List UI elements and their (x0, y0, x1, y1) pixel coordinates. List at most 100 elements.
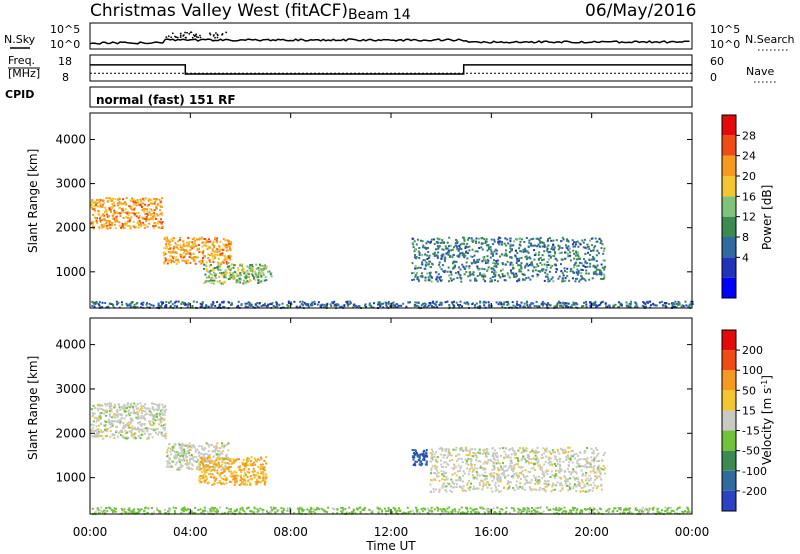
echo-pixel (173, 261, 176, 264)
echo-pixel (512, 486, 515, 489)
echo-pixel (623, 511, 626, 514)
echo-pixel (169, 258, 172, 261)
echo-pixel (522, 248, 525, 251)
echo-pixel (243, 271, 246, 274)
echo-pixel (93, 205, 96, 208)
echo-pixel (466, 510, 469, 513)
echo-pixel (478, 484, 481, 486)
echo-pixel (567, 478, 570, 481)
echo-pixel (149, 413, 152, 416)
echo-pixel (121, 405, 124, 408)
echo-pixel (577, 258, 580, 260)
echo-pixel (597, 464, 600, 467)
echo-pixel (240, 477, 243, 480)
echo-pixel (481, 248, 484, 251)
echo-pixel (577, 255, 580, 258)
echo-pixel (257, 273, 260, 276)
echo-pixel (254, 463, 257, 466)
echo-pixel (503, 456, 506, 459)
echo-pixel (114, 510, 117, 513)
echo-pixel (518, 472, 521, 474)
echo-pixel (555, 304, 558, 307)
echo-pixel (520, 256, 523, 259)
echo-pixel (189, 467, 192, 470)
echo-pixel (203, 267, 205, 270)
echo-pixel (465, 251, 467, 254)
noise-search-point (179, 32, 182, 35)
echo-pixel (217, 253, 220, 256)
echo-pixel (528, 263, 531, 266)
echo-pixel (257, 509, 260, 512)
echo-pixel (200, 262, 203, 265)
echo-pixel (210, 466, 213, 468)
echo-pixel (596, 509, 599, 512)
echo-pixel (458, 508, 461, 511)
echo-pixel (594, 447, 597, 449)
echo-pixel (517, 449, 520, 452)
echo-pixel (549, 256, 552, 259)
colorbar-segment (722, 115, 736, 136)
echo-pixel (551, 254, 554, 257)
echo-pixel (260, 463, 262, 466)
echo-pixel (139, 203, 142, 206)
echo-pixel (339, 306, 342, 309)
echo-pixel (111, 424, 114, 427)
echo-pixel (500, 465, 503, 468)
echo-pixel (486, 269, 489, 272)
echo-pixel (117, 403, 120, 406)
echo-pixel (222, 261, 225, 264)
echo-pixel (141, 209, 144, 212)
echo-pixel (139, 225, 142, 228)
echo-pixel (491, 490, 494, 493)
echo-pixel (150, 428, 153, 431)
echo-pixel (154, 428, 157, 430)
echo-pixel (534, 454, 537, 457)
echo-pixel (581, 481, 584, 484)
echo-pixel (577, 271, 580, 274)
echo-pixel (169, 450, 172, 453)
echo-pixel (200, 512, 203, 515)
echo-pixel (522, 450, 525, 453)
echo-pixel (466, 506, 469, 509)
echo-pixel (550, 490, 553, 493)
echo-pixel (491, 447, 494, 450)
echo-pixel (571, 461, 574, 464)
echo-pixel (103, 202, 106, 205)
echo-pixel (246, 476, 249, 479)
echo-pixel (546, 273, 549, 276)
echo-pixel (520, 266, 523, 269)
echo-pixel (455, 260, 458, 263)
echo-pixel (124, 432, 127, 435)
echo-pixel (382, 306, 385, 309)
echo-pixel (478, 247, 481, 249)
echo-pixel (456, 470, 459, 473)
echo-pixel (223, 254, 226, 257)
echo-pixel (180, 448, 183, 451)
echo-pixel (164, 305, 167, 308)
echo-pixel (181, 248, 184, 251)
echo-pixel (229, 247, 232, 250)
echo-pixel (166, 451, 169, 454)
echo-pixel (176, 246, 178, 249)
echo-pixel (166, 258, 169, 261)
colorbar-tick-label: 4 (742, 251, 749, 264)
echo-pixel (229, 470, 232, 473)
echo-pixel (109, 227, 112, 230)
echo-pixel (441, 484, 444, 487)
echo-pixel (175, 455, 177, 458)
echo-pixel (191, 244, 194, 247)
echo-pixel (95, 420, 98, 423)
echo-pixel (428, 254, 431, 257)
echo-pixel (160, 222, 163, 225)
echo-pixel (415, 257, 417, 260)
echo-pixel (577, 264, 580, 267)
echo-pixel (212, 261, 215, 263)
echo-pixel (225, 453, 228, 456)
echo-pixel (600, 239, 602, 242)
echo-pixel (565, 238, 568, 241)
echo-pixel (558, 463, 561, 466)
echo-pixel (192, 258, 195, 261)
echo-pixel (444, 489, 447, 491)
echo-pixel (525, 447, 528, 450)
echo-pixel (91, 200, 94, 203)
